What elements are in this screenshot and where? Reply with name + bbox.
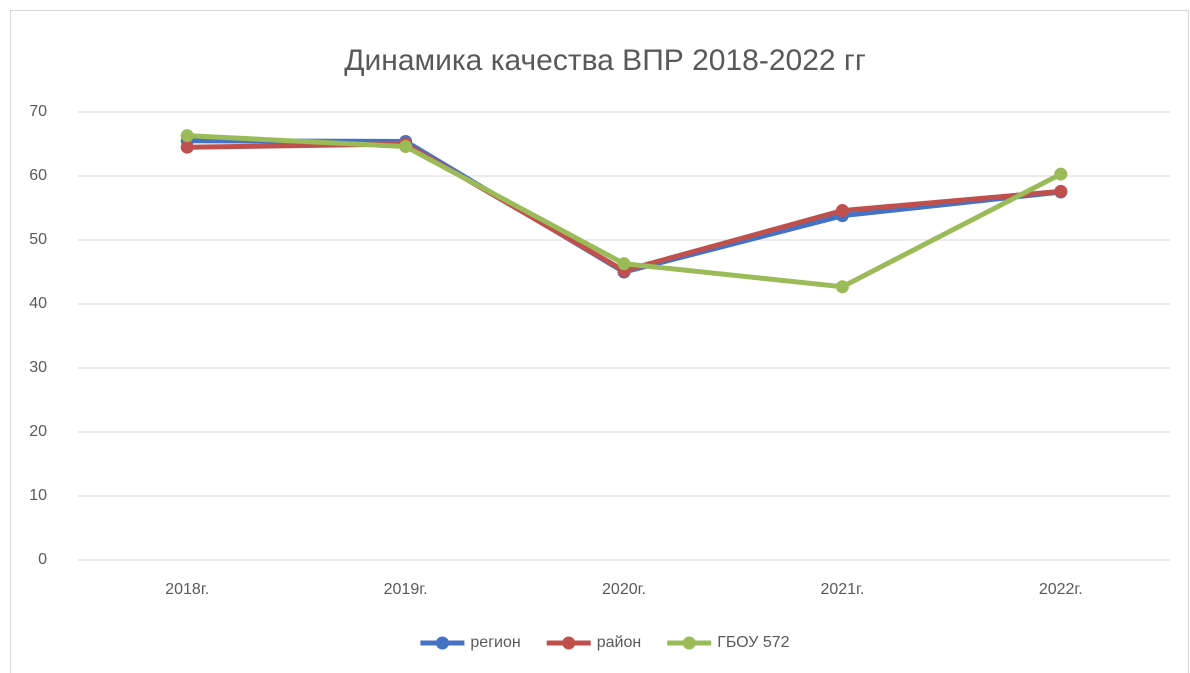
y-tick-label: 30 <box>29 359 47 376</box>
y-tick-label: 70 <box>29 103 47 120</box>
chart-border <box>10 10 1189 673</box>
legend-marker <box>562 636 576 650</box>
x-tick-label: 2019г. <box>384 581 428 598</box>
series-line <box>187 138 1062 275</box>
y-tick-label: 40 <box>29 295 47 312</box>
data-point <box>180 140 194 154</box>
data-point <box>835 280 849 294</box>
x-tick-label: 2018г. <box>165 581 209 598</box>
legend-label: регион <box>470 634 520 651</box>
legend-marker <box>682 636 696 650</box>
chart-title: Динамика качества ВПР 2018-2022 гг <box>344 44 866 77</box>
legend-label: район <box>597 634 641 651</box>
data-point <box>1054 167 1068 181</box>
y-tick-label: 50 <box>29 231 47 248</box>
data-point <box>835 204 849 218</box>
x-tick-label: 2022г. <box>1039 581 1083 598</box>
data-point <box>399 140 413 154</box>
data-point <box>1054 184 1068 198</box>
y-tick-label: 20 <box>29 423 47 440</box>
data-point <box>617 257 631 271</box>
data-point <box>180 129 194 143</box>
x-tick-label: 2020г. <box>602 581 646 598</box>
y-tick-label: 10 <box>29 487 47 504</box>
y-tick-label: 0 <box>38 551 47 568</box>
legend-label: ГБОУ 572 <box>717 634 789 651</box>
legend-marker <box>435 636 449 650</box>
y-tick-label: 60 <box>29 167 47 184</box>
x-tick-label: 2021г. <box>820 581 864 598</box>
